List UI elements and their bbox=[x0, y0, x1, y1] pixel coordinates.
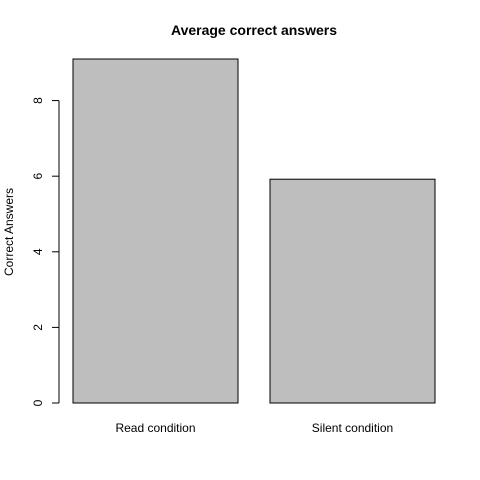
y-tick-label-1: 2 bbox=[31, 324, 45, 331]
chart-title: Average correct answers bbox=[171, 22, 337, 38]
y-axis: 0 2 4 6 8 bbox=[31, 97, 60, 406]
bars-group bbox=[72, 58, 436, 404]
bar-1 bbox=[269, 178, 436, 404]
y-tick-label-3: 6 bbox=[31, 173, 45, 180]
y-ticks: 0 2 4 6 8 bbox=[31, 97, 59, 406]
y-axis-label: Correct Answers bbox=[2, 188, 16, 276]
y-tick-label-2: 4 bbox=[31, 248, 45, 255]
bar-0 bbox=[72, 58, 239, 404]
y-tick-label-0: 0 bbox=[31, 399, 45, 406]
x-tick-labels: Read condition Silent condition bbox=[115, 421, 393, 435]
x-tick-label-1: Silent condition bbox=[312, 421, 393, 435]
x-tick-label-0: Read condition bbox=[115, 421, 195, 435]
y-tick-label-4: 8 bbox=[31, 97, 45, 104]
